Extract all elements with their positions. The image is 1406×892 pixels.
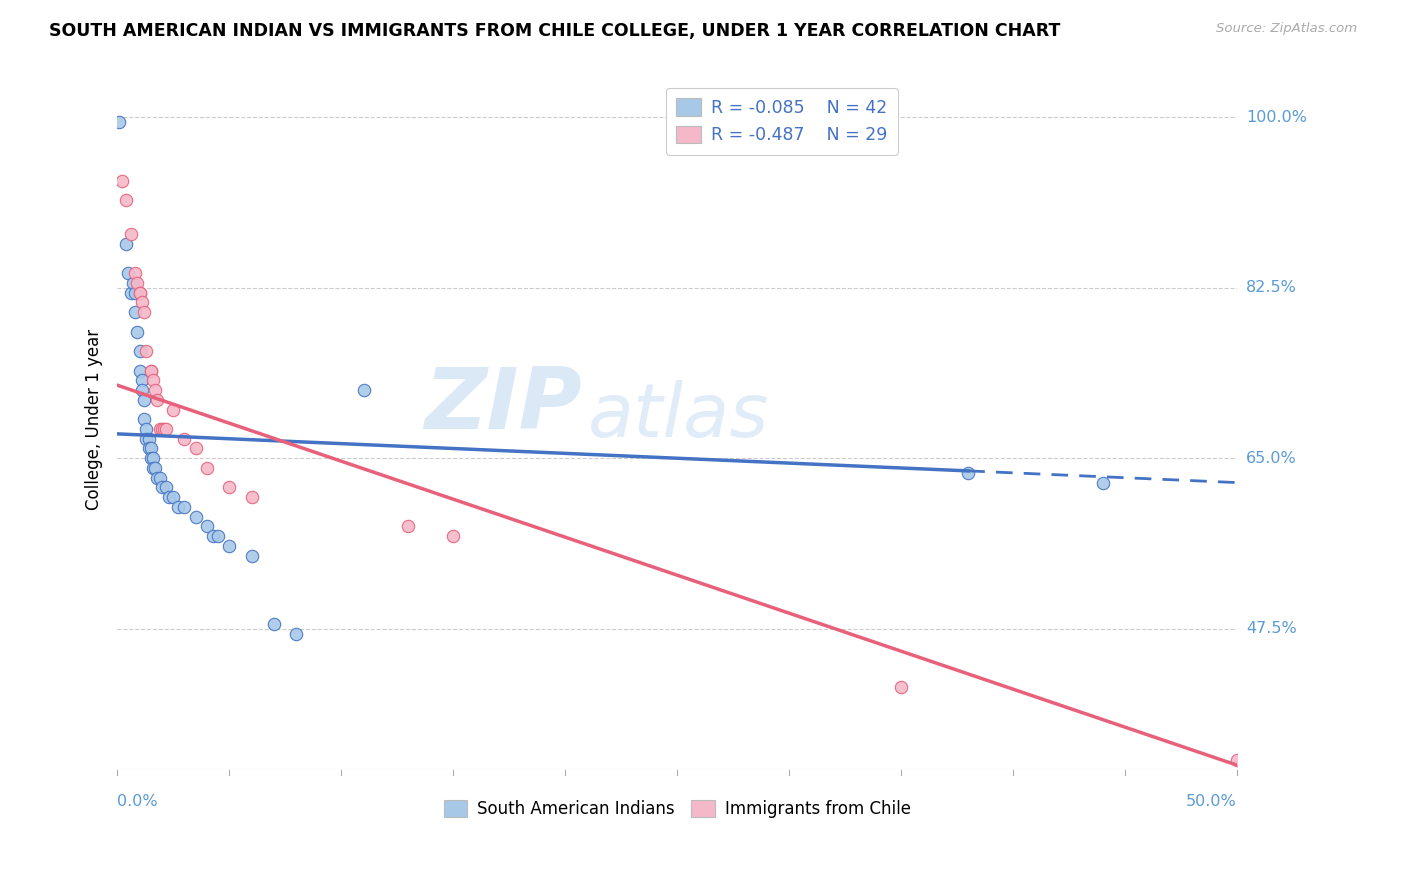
Text: 100.0%: 100.0% — [1246, 110, 1308, 125]
Point — [127, 276, 149, 290]
Point — [240, 490, 263, 504]
Point — [157, 490, 180, 504]
Point — [128, 285, 150, 300]
Point — [285, 626, 308, 640]
Text: atlas: atlas — [588, 380, 769, 451]
Point — [139, 451, 162, 466]
Point — [150, 480, 173, 494]
Point — [128, 285, 150, 300]
Point — [153, 422, 176, 436]
Point — [195, 519, 218, 533]
Point — [149, 471, 172, 485]
Point — [202, 529, 225, 543]
Point — [263, 616, 285, 631]
Point — [162, 490, 184, 504]
Text: 0.0%: 0.0% — [117, 795, 157, 809]
Point — [173, 432, 195, 446]
Point — [132, 305, 155, 319]
Point — [957, 466, 980, 480]
Point — [184, 509, 207, 524]
Point — [146, 471, 169, 485]
Point — [131, 295, 153, 310]
Point — [142, 373, 165, 387]
Text: Source: ZipAtlas.com: Source: ZipAtlas.com — [1216, 22, 1357, 36]
Point — [139, 363, 162, 377]
Point — [195, 461, 218, 475]
Point — [115, 193, 138, 207]
Point — [162, 402, 184, 417]
Point — [127, 325, 149, 339]
Point — [155, 422, 177, 436]
Point — [124, 285, 146, 300]
Point — [115, 236, 138, 251]
Point — [1226, 753, 1249, 767]
Point — [117, 266, 139, 280]
Point — [207, 529, 229, 543]
Point — [124, 305, 146, 319]
Point — [128, 344, 150, 359]
Point — [150, 422, 173, 436]
Point — [135, 344, 157, 359]
Point — [135, 422, 157, 436]
Point — [121, 276, 143, 290]
Point — [131, 373, 153, 387]
Point — [124, 266, 146, 280]
Point — [441, 529, 464, 543]
Point — [139, 363, 162, 377]
Point — [184, 442, 207, 456]
Text: 50.0%: 50.0% — [1187, 795, 1237, 809]
Point — [128, 363, 150, 377]
Point — [132, 392, 155, 407]
Point — [146, 392, 169, 407]
Point — [166, 500, 188, 514]
Point — [142, 451, 165, 466]
Point — [131, 383, 153, 397]
Point — [139, 442, 162, 456]
Point — [143, 383, 166, 397]
Point — [142, 461, 165, 475]
Point — [240, 549, 263, 563]
Point — [155, 480, 177, 494]
Point — [149, 422, 172, 436]
Legend: South American Indians, Immigrants from Chile: South American Indians, Immigrants from … — [437, 793, 917, 825]
Point — [138, 432, 160, 446]
Text: 47.5%: 47.5% — [1246, 621, 1296, 636]
Text: ZIP: ZIP — [425, 364, 582, 447]
Text: 65.0%: 65.0% — [1246, 450, 1296, 466]
Point — [108, 115, 131, 129]
Point — [138, 442, 160, 456]
Point — [218, 539, 240, 553]
Point — [173, 500, 195, 514]
Point — [135, 432, 157, 446]
Text: 82.5%: 82.5% — [1246, 280, 1296, 295]
Point — [143, 461, 166, 475]
Point — [111, 173, 134, 187]
Point — [218, 480, 240, 494]
Point — [120, 227, 142, 241]
Point — [353, 383, 375, 397]
Text: SOUTH AMERICAN INDIAN VS IMMIGRANTS FROM CHILE COLLEGE, UNDER 1 YEAR CORRELATION: SOUTH AMERICAN INDIAN VS IMMIGRANTS FROM… — [49, 22, 1060, 40]
Point — [120, 285, 142, 300]
Point — [132, 412, 155, 426]
Point — [890, 680, 912, 694]
Y-axis label: College, Under 1 year: College, Under 1 year — [86, 328, 103, 510]
Point — [396, 519, 419, 533]
Point — [1091, 475, 1114, 490]
